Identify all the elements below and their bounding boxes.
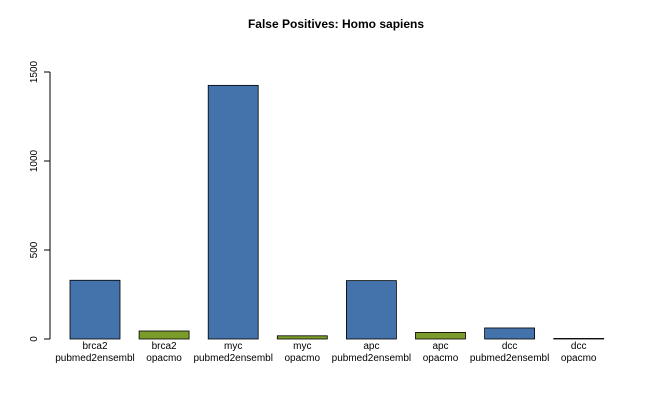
x-tick-label-gene: brca2: [152, 341, 177, 352]
bar: [484, 327, 536, 340]
x-tick-label-gene: myc: [293, 341, 311, 352]
x-tick-label-method: opacmo: [285, 353, 321, 364]
x-tick-label-method: pubmed2ensembl: [332, 353, 412, 364]
x-tick-label-method: opacmo: [423, 353, 459, 364]
bar: [207, 84, 259, 340]
x-tick-label-gene: apc: [432, 341, 448, 352]
x-labels-group: brca2pubmed2ensemblbrca2opacmomycpubmed2…: [55, 341, 597, 364]
chart-title: False Positives: Homo sapiens: [248, 17, 424, 31]
x-tick-label-gene: brca2: [82, 341, 107, 352]
x-tick-label-method: opacmo: [561, 353, 597, 364]
y-tick-label: 1000: [29, 149, 40, 172]
bar: [415, 332, 466, 340]
x-tick-label-gene: dcc: [571, 341, 587, 352]
x-tick-label-method: pubmed2ensembl: [193, 353, 273, 364]
x-tick-label-method: pubmed2ensembl: [470, 353, 550, 364]
bars-group: [69, 84, 605, 340]
y-tick-label: 0: [29, 336, 40, 342]
y-tick-label: 1500: [29, 60, 40, 83]
y-axis: 0 500 1000 1500: [29, 60, 51, 342]
x-tick-label-gene: myc: [224, 341, 242, 352]
bar: [276, 335, 328, 340]
y-tick-label: 500: [29, 241, 40, 258]
x-tick-label-method: pubmed2ensembl: [55, 353, 135, 364]
bar: [345, 280, 397, 340]
x-tick-label-gene: apc: [363, 341, 379, 352]
bar: [138, 330, 190, 340]
bar: [553, 338, 605, 340]
bar: [69, 279, 121, 340]
x-tick-label-gene: dcc: [502, 341, 518, 352]
x-tick-label-method: opacmo: [146, 353, 182, 364]
